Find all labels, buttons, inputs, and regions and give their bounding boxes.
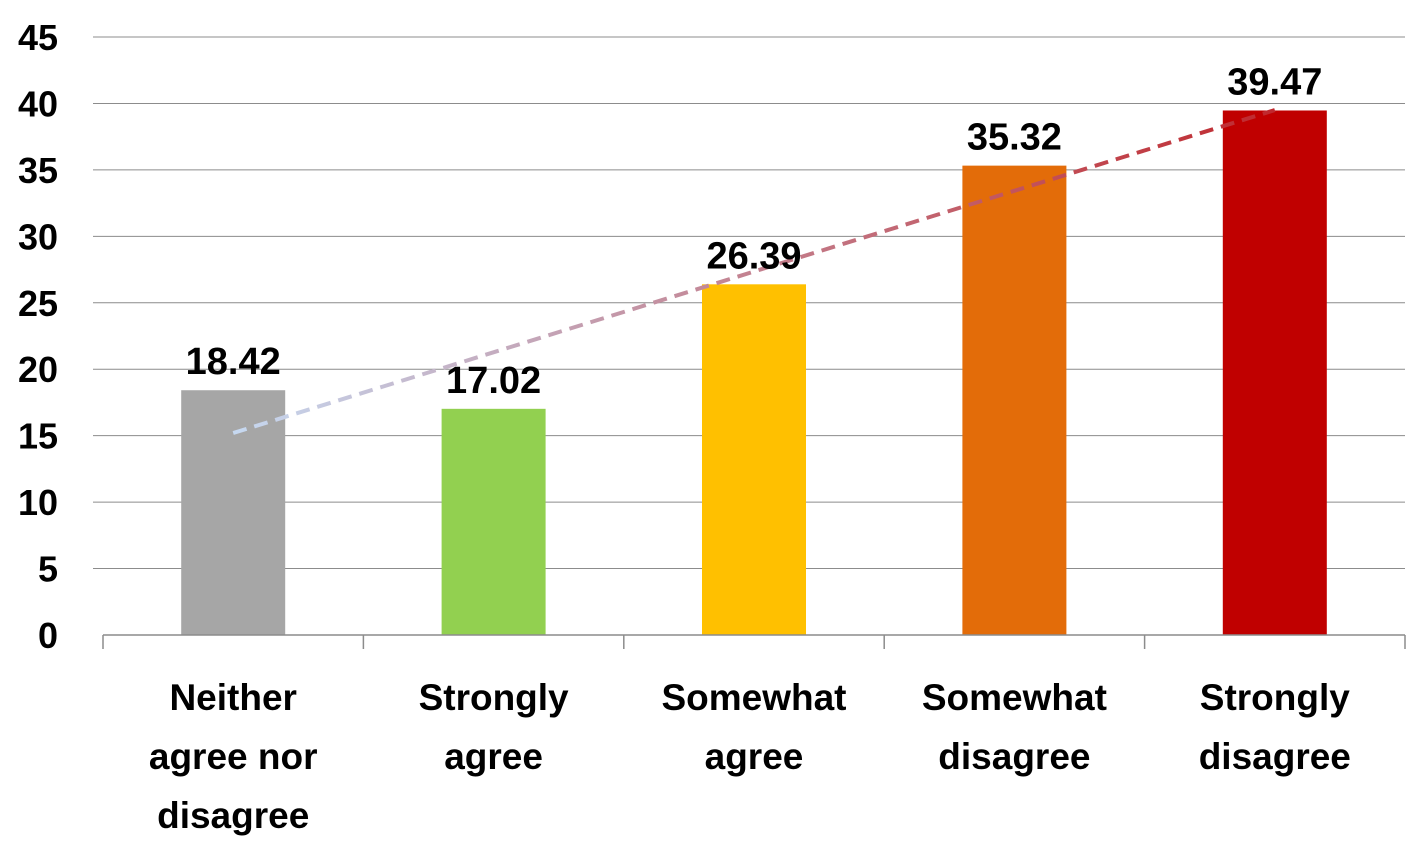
data-label: 17.02	[446, 360, 541, 402]
data-label: 39.47	[1227, 61, 1322, 103]
x-axis	[102, 634, 1406, 649]
trendline-group	[232, 108, 1276, 435]
data-label: 26.39	[706, 235, 801, 277]
y-tick-label: 20	[18, 349, 58, 390]
category-label-line: agree	[705, 736, 804, 777]
bar	[702, 284, 806, 635]
y-tick-label: 45	[18, 17, 58, 58]
category-label: Strongly agree	[419, 677, 569, 777]
category-label-line: agree nor	[149, 736, 318, 777]
y-tick-label: 15	[18, 416, 58, 457]
category-label-line: agree	[444, 736, 543, 777]
y-tick-label: 25	[18, 283, 58, 324]
category-label: Somewhat disagree	[922, 677, 1107, 777]
category-label-line: disagree	[938, 736, 1090, 777]
category-label-line: disagree	[1199, 736, 1351, 777]
category-label: Strongly disagree	[1199, 677, 1351, 777]
category-label-line: Strongly	[1200, 677, 1350, 718]
data-label: 35.32	[967, 117, 1062, 159]
bar	[1222, 110, 1327, 636]
category-label-line: disagree	[157, 795, 309, 836]
category-label-line: Neither	[169, 677, 296, 718]
y-tick-label: 35	[18, 150, 58, 191]
category-label-line: Somewhat	[661, 677, 846, 718]
y-tick-label: 5	[38, 549, 58, 590]
bar	[962, 165, 1067, 635]
data-labels: 18.42 17.02 26.39 35.32 39.47	[186, 61, 1323, 401]
y-tick-label: 0	[38, 615, 58, 656]
bars	[181, 110, 1327, 636]
y-tick-label: 10	[18, 482, 58, 523]
y-tick-label: 40	[18, 83, 58, 124]
category-label: Somewhat agree	[661, 677, 846, 777]
category-label-line: Strongly	[419, 677, 569, 718]
trendline	[232, 108, 1276, 435]
bar	[441, 408, 546, 635]
y-axis-ticks: 0 5 10 15 20 25 30 35 40 45	[18, 17, 58, 656]
category-label-line: Somewhat	[922, 677, 1107, 718]
y-tick-label: 30	[18, 216, 58, 257]
bar	[181, 390, 286, 635]
data-label: 18.42	[186, 341, 281, 383]
category-label: Neither agree nor disagree	[149, 677, 318, 836]
